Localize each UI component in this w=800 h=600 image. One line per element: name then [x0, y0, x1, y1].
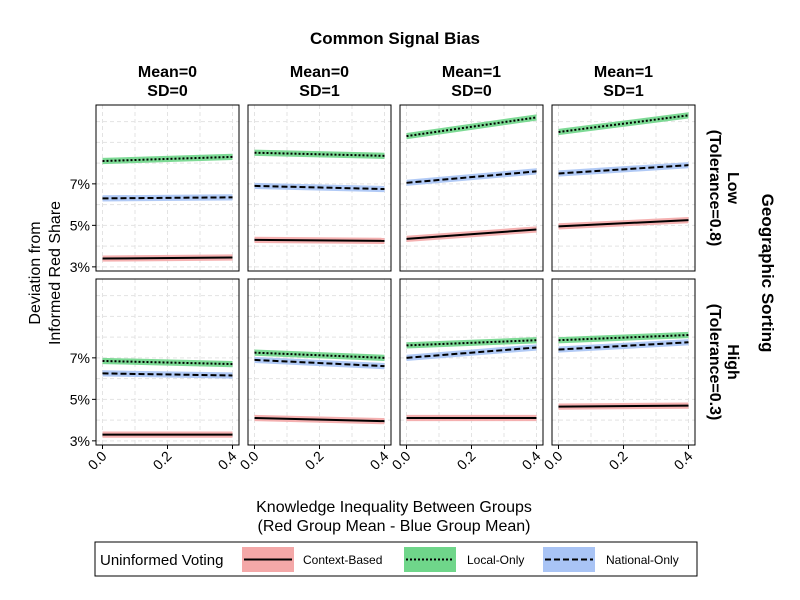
panel-border	[247, 104, 392, 272]
x-tick-label: 0.4	[215, 448, 240, 473]
y-axis-label: Deviation from Informed Red Share	[27, 201, 64, 345]
series-line-local-only	[406, 339, 537, 347]
panel-r0-c3	[551, 104, 696, 272]
x-tick-label: 0.2	[454, 448, 479, 473]
series-line-local-only	[102, 359, 233, 366]
panel-r0-c2	[399, 104, 544, 272]
x-tick-label: 0.4	[367, 448, 392, 473]
legend-box	[94, 541, 698, 577]
panel-r0-c1	[247, 104, 392, 272]
x-tick-label: 0.0	[389, 448, 414, 473]
row-strip-title: Geographic Sorting	[758, 194, 777, 353]
panel-r1-c3	[551, 278, 696, 446]
legend: Uninformed Voting Context-Based Local-Onl…	[94, 541, 698, 577]
x-axis-label-line2: (Red Group Mean - Blue Group Mean)	[257, 518, 530, 535]
legend-label-context-based: Context-Based	[303, 553, 382, 567]
series-line-national-only	[558, 164, 689, 175]
x-tick-label: 0.0	[85, 448, 110, 473]
series-line-context-based	[254, 238, 385, 242]
chart-title: Common Signal Bias	[310, 29, 480, 48]
y-tick-label: 3%	[70, 433, 90, 449]
row-strip-label: (Tolerance=0.3)	[706, 304, 723, 421]
row-strip-label: Low	[724, 172, 741, 205]
y-tick-label: 5%	[70, 217, 90, 233]
x-tick-label: 0.4	[519, 448, 544, 473]
series-line-national-only	[102, 372, 233, 377]
column-strip-label: Mean=1	[594, 64, 653, 81]
series-line-national-only	[102, 196, 233, 200]
series-line-local-only	[406, 116, 537, 138]
y-tick-label: 7%	[70, 176, 90, 192]
series-line-local-only	[254, 151, 385, 157]
series-line-context-based	[558, 404, 689, 408]
column-strip-label: Mean=1	[442, 64, 501, 81]
series-line-context-based	[406, 228, 537, 240]
column-strip-label: SD=0	[147, 83, 188, 100]
x-tick-label: 0.4	[671, 448, 696, 473]
x-tick-label: 0.0	[541, 448, 566, 473]
x-axis: 0.0 0.2 0.40.0 0.2 0.40.0 0.2 0.40.0 0.2 0.4	[85, 445, 696, 473]
legend-label-national-only: National-Only	[606, 553, 679, 567]
y-tick-label: 3%	[70, 259, 90, 275]
series-line-local-only	[102, 155, 233, 163]
column-strip-label: Mean=0	[138, 64, 197, 81]
row-strip-1: High(Tolerance=0.3)	[706, 304, 741, 421]
panel-r0-c0	[95, 104, 240, 272]
series-line-national-only	[254, 184, 385, 191]
series-line-local-only	[254, 351, 385, 359]
series-line-national-only	[254, 358, 385, 368]
y-axis: 3% 5% 7% 3% 5% 7%	[70, 176, 96, 449]
x-tick-label: 0.2	[606, 448, 631, 473]
panel-border	[399, 104, 544, 272]
row-strips: Low(Tolerance=0.8) High(Tolerance=0.3)	[706, 130, 741, 421]
series-line-context-based	[558, 219, 689, 228]
series-line-national-only	[406, 170, 537, 184]
x-tick-label: 0.2	[150, 448, 175, 473]
column-strip-label: SD=1	[299, 83, 340, 100]
legend-title: Uninformed Voting	[100, 552, 223, 569]
column-strip-label: SD=0	[451, 83, 492, 100]
x-axis-label-line1: Knowledge Inequality Between Groups	[256, 499, 532, 516]
series-line-national-only	[558, 341, 689, 351]
panel-r1-c2	[399, 278, 544, 446]
panels	[95, 104, 696, 446]
column-strip-label: Mean=0	[290, 64, 349, 81]
panel-r1-c1	[247, 278, 392, 446]
y-tick-label: 5%	[70, 391, 90, 407]
panel-background	[96, 105, 239, 271]
row-strip-label: (Tolerance=0.8)	[706, 130, 723, 247]
panel-border	[95, 104, 240, 272]
panel-border	[551, 104, 696, 272]
y-tick-label: 7%	[70, 350, 90, 366]
y-axis-label-line1: Deviation from	[27, 221, 44, 324]
x-tick-label: 0.0	[237, 448, 262, 473]
series-line-context-based	[102, 256, 233, 260]
legend-label-local-only: Local-Only	[467, 553, 524, 567]
column-strip-label: SD=1	[603, 83, 644, 100]
series-line-local-only	[558, 334, 689, 342]
y-axis-label-line2: Informed Red Share	[47, 201, 64, 345]
column-strips: Mean=0 SD=0 Mean=0 SD=1 Mean=1 SD=0 Mean=1 SD=1	[138, 64, 653, 100]
panel-r1-c0	[95, 278, 240, 446]
series-line-national-only	[406, 346, 537, 359]
series-line-local-only	[558, 114, 689, 133]
series-line-context-based	[254, 417, 385, 423]
x-tick-label: 0.2	[302, 448, 327, 473]
row-strip-0: Low(Tolerance=0.8)	[706, 130, 741, 247]
row-strip-label: High	[724, 344, 741, 380]
panel-background	[552, 279, 695, 445]
